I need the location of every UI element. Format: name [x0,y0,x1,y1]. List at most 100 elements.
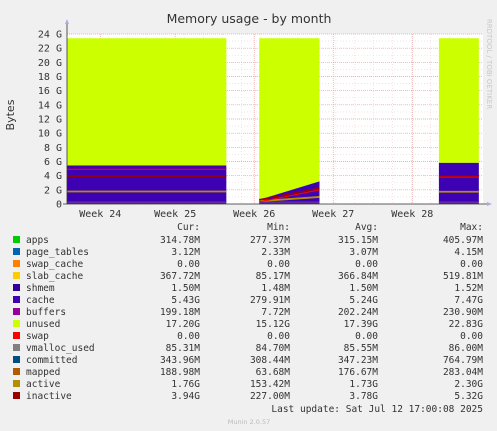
legend-series-name: active [26,379,61,390]
y-tick-label: 18 G [38,72,62,83]
legend-value: 0.00 [460,259,483,270]
legend-header: Cur: [177,222,200,233]
legend-value: 5.43G [171,295,200,306]
legend-series-name: committed [26,355,77,366]
x-tick-label: Week 24 [79,209,121,220]
legend-swatch [13,332,20,339]
legend-series-name: cache [26,295,55,306]
legend-swatch [13,368,20,375]
legend-value: 7.47G [454,295,483,306]
legend-value: 3.94G [171,391,200,402]
legend-series-name: page_tables [26,247,89,258]
legend-header: Max: [460,222,483,233]
legend-value: 519.81M [443,271,483,282]
chart-title: Memory usage - by month [167,11,332,26]
legend-value: 2.30G [454,379,483,390]
y-tick-label: 10 G [38,129,62,140]
x-tick-label: Week 27 [312,209,354,220]
legend-value: 1.52M [454,283,483,294]
legend-value: 366.84M [338,271,378,282]
legend-swatch [13,308,20,315]
legend-series-name: swap [26,331,49,342]
legend: Cur: Min: Avg: Max: apps 314.78M 277.37M 315.15… [13,222,483,402]
y-tick-label: 6 G [44,157,62,168]
legend-value: 279.91M [250,295,290,306]
legend-value: 0.00 [355,331,378,342]
legend-value: 367.72M [160,271,200,282]
legend-value: 277.37M [250,235,290,246]
legend-value: 7.72M [261,307,290,318]
legend-value: 0.00 [177,259,200,270]
last-update: Last update: Sat Jul 12 17:00:08 2025 [271,404,483,415]
y-axis-label: Bytes [4,99,17,130]
legend-swatch [13,344,20,351]
legend-value: 3.07M [349,247,378,258]
x-tick-label: Week 26 [233,209,275,220]
legend-value: 84.70M [256,343,291,354]
legend-value: 343.96M [160,355,200,366]
legend-value: 227.00M [250,391,290,402]
y-tick-label: 8 G [44,143,62,154]
legend-swatch [13,380,20,387]
rrdtool-watermark: RRDTOOL / TOBI OETIKER [485,19,493,109]
legend-value: 308.44M [250,355,290,366]
munin-version: Munin 2.0.57 [228,418,271,426]
legend-header: Min: [267,222,290,233]
line-active [259,196,320,203]
legend-swatch [13,392,20,399]
x-tick-labels: Week 24 Week 25 Week 26 Week 27 Week 28 [79,209,433,220]
legend-series-name: inactive [26,391,72,402]
legend-series-name: shmem [26,283,55,294]
legend-value: 188.98M [160,367,200,378]
axes [63,19,492,206]
legend-series-name: mapped [26,367,60,378]
legend-header: Avg: [355,222,378,233]
line-inactive [259,187,320,201]
legend-swatch [13,284,20,291]
y-tick-labels: 0 2 G 4 G 6 G 8 G 10 G 12 G 14 G 16 G 18 G 20 G 22 … [38,30,62,211]
legend-value: 86.00M [449,343,484,354]
y-tick-label: 2 G [44,185,62,196]
legend-series-name: swap_cache [26,259,83,270]
legend-value: 0.00 [267,331,290,342]
legend-swatch [13,320,20,327]
legend-value: 17.20G [166,319,201,330]
y-tick-label: 0 [56,200,62,211]
legend-value: 85.17M [256,271,291,282]
x-tick-label: Week 25 [154,209,196,220]
legend-swatch [13,248,20,255]
legend-value: 85.31M [166,343,201,354]
legend-swatch [13,260,20,267]
legend-value: 0.00 [267,259,290,270]
legend-series-name: apps [26,235,49,246]
y-tick-label: 14 G [38,100,62,111]
legend-value: 230.90M [443,307,483,318]
legend-value: 1.48M [261,283,290,294]
legend-value: 5.24G [349,295,378,306]
x-axis-arrow [487,202,492,206]
legend-series-name: slab_cache [26,271,83,282]
legend-value: 15.12G [256,319,291,330]
y-tick-label: 4 G [44,171,62,182]
y-tick-label: 16 G [38,86,62,97]
legend-value: 153.42M [250,379,290,390]
y-axis-arrow [65,19,69,24]
legend-series-name: vmalloc_used [26,343,95,354]
legend-value: 405.97M [443,235,483,246]
y-tick-label: 12 G [38,115,62,126]
area-unused [438,38,479,163]
legend-value: 85.55M [344,343,379,354]
legend-value: 1.73G [349,379,378,390]
legend-value: 176.67M [338,367,378,378]
legend-value: 764.79M [443,355,483,366]
legend-value: 347.23M [338,355,378,366]
legend-value: 315.15M [338,235,378,246]
area-cache [438,162,479,203]
y-tick-label: 20 G [38,58,62,69]
legend-value: 4.15M [454,247,483,258]
legend-value: 22.83G [449,319,484,330]
area-unused [67,38,227,166]
area-unused [259,38,320,200]
legend-swatch [13,356,20,363]
